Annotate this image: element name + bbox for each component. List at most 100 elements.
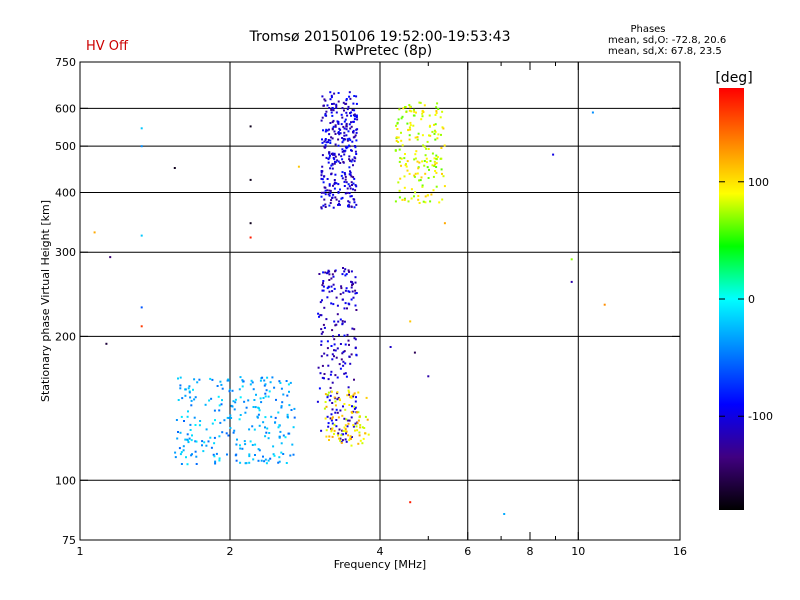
data-point: [403, 198, 406, 201]
data-point: [229, 414, 232, 417]
data-point: [247, 399, 250, 402]
data-point-isolated: [552, 153, 555, 156]
data-point: [397, 118, 400, 121]
data-point: [327, 285, 330, 288]
data-point-isolated: [570, 280, 573, 283]
data-point: [342, 267, 344, 269]
data-point: [188, 437, 191, 440]
data-point: [235, 443, 238, 446]
data-point: [349, 139, 352, 142]
data-point: [282, 434, 285, 437]
data-point: [351, 158, 354, 161]
data-point: [339, 132, 342, 135]
data-point: [421, 112, 424, 115]
data-point: [218, 435, 221, 438]
data-point: [354, 347, 357, 350]
data-point: [353, 145, 356, 147]
data-point: [233, 408, 236, 411]
data-point: [239, 376, 242, 379]
data-point: [419, 179, 422, 182]
data-point-isolated: [109, 256, 112, 259]
y-tick-label: 750: [55, 56, 76, 69]
data-point: [403, 186, 406, 189]
data-point: [351, 281, 353, 284]
data-point: [232, 400, 235, 403]
data-point: [337, 396, 340, 399]
data-point: [407, 200, 410, 203]
data-point: [354, 134, 357, 137]
data-point: [320, 119, 323, 122]
data-point: [323, 326, 326, 329]
data-point: [331, 167, 334, 170]
data-point-isolated: [603, 303, 606, 306]
data-point: [321, 116, 324, 119]
data-point: [339, 188, 341, 191]
data-point: [328, 194, 331, 197]
data-point: [239, 396, 242, 399]
data-point: [205, 428, 208, 431]
data-point: [293, 407, 296, 410]
data-point: [342, 360, 345, 363]
data-point: [344, 192, 347, 195]
data-point: [324, 206, 327, 208]
data-point: [329, 189, 332, 192]
data-point: [353, 198, 356, 201]
data-point: [342, 351, 345, 353]
data-point: [216, 385, 219, 387]
data-point: [432, 175, 435, 178]
data-point: [405, 110, 408, 113]
data-point: [431, 152, 434, 155]
data-point: [210, 446, 213, 449]
data-point: [328, 152, 331, 155]
data-point: [421, 109, 424, 112]
data-point: [340, 358, 343, 361]
data-point: [414, 157, 417, 160]
data-point: [348, 343, 350, 346]
title-line-2: RwPretec (8p): [334, 43, 432, 59]
data-point: [334, 349, 337, 352]
data-point: [351, 184, 353, 186]
data-point: [362, 437, 365, 440]
data-point: [433, 165, 436, 167]
data-point: [416, 136, 419, 139]
data-point: [418, 202, 421, 204]
data-point: [190, 404, 193, 407]
data-point: [348, 205, 351, 208]
data-point: [331, 107, 334, 110]
data-point: [329, 142, 332, 144]
data-point: [366, 418, 369, 421]
data-point: [322, 323, 325, 326]
data-point: [241, 379, 244, 382]
data-point: [355, 115, 358, 118]
data-point: [426, 166, 429, 169]
data-point: [320, 195, 323, 198]
data-point: [348, 393, 350, 396]
data-point: [334, 173, 337, 176]
data-point: [350, 175, 353, 178]
data-point: [351, 140, 354, 143]
data-point: [354, 304, 357, 307]
data-point: [256, 415, 259, 418]
data-point: [326, 104, 329, 107]
data-point: [228, 417, 231, 419]
data-point: [258, 407, 260, 410]
data-point: [335, 106, 338, 109]
data-point: [343, 403, 346, 405]
data-point: [356, 118, 359, 121]
data-point: [235, 459, 238, 462]
data-point: [405, 163, 407, 165]
data-point: [433, 123, 435, 126]
data-point: [344, 145, 347, 148]
data-point: [351, 109, 354, 111]
data-point: [337, 138, 340, 141]
data-point: [406, 160, 409, 163]
data-point: [265, 389, 268, 392]
data-point: [229, 427, 232, 429]
data-point: [332, 335, 334, 338]
data-point: [400, 117, 403, 120]
data-point: [195, 463, 198, 465]
data-point: [359, 426, 362, 429]
data-point: [251, 444, 254, 446]
data-point: [332, 303, 335, 306]
data-point: [264, 416, 267, 419]
